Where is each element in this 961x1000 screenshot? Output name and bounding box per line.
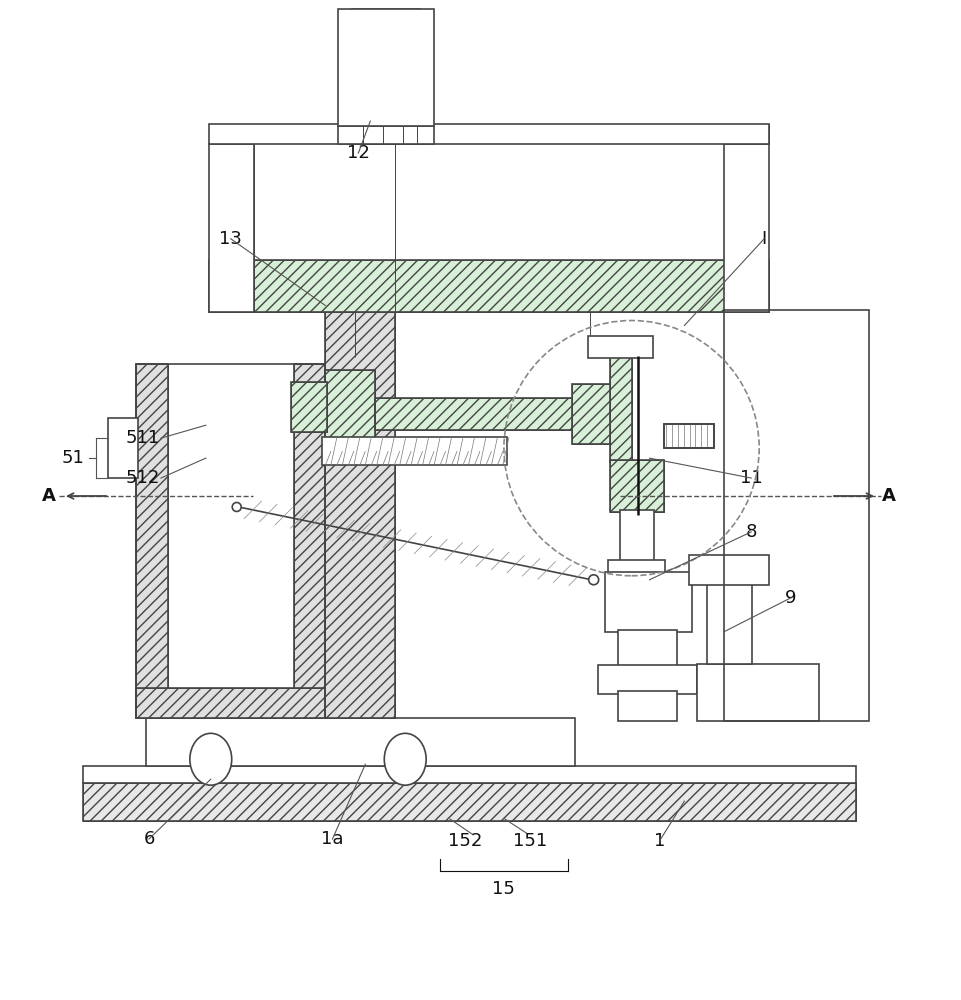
Bar [375,398,574,430]
Bar [83,783,855,821]
Text: 11: 11 [739,469,762,487]
Bar [597,665,697,694]
Bar [619,510,653,562]
Ellipse shape [588,575,598,585]
Ellipse shape [189,733,232,785]
Bar [293,364,325,718]
Text: 15: 15 [492,880,515,898]
Text: 1: 1 [653,832,664,850]
Bar [338,9,433,126]
Bar [587,336,652,358]
Bar [697,664,818,721]
Text: 511: 511 [126,429,160,447]
Bar [293,364,325,718]
Bar [664,424,714,448]
Bar [607,560,665,578]
Text: I: I [761,230,766,248]
Bar [724,310,868,721]
Bar [322,437,506,465]
Text: A: A [881,487,895,505]
Bar [290,382,327,432]
Bar [136,364,168,718]
Bar [706,582,752,664]
Bar [338,126,433,144]
Bar [209,124,769,144]
Bar [83,766,855,783]
Bar [136,364,168,718]
Bar [609,460,664,512]
Bar [617,630,677,668]
Bar [604,572,692,632]
Text: 151: 151 [512,832,547,850]
Ellipse shape [383,733,426,785]
Bar [617,691,677,721]
Bar [290,382,327,432]
Bar [609,352,631,462]
Text: 6: 6 [143,830,155,848]
Bar [136,688,325,718]
Bar [209,144,254,312]
Bar [83,783,855,821]
Bar [325,370,375,442]
Bar [352,9,420,144]
Text: 1a: 1a [321,830,343,848]
Text: 8: 8 [745,523,756,541]
Bar [609,352,631,462]
Ellipse shape [232,502,241,511]
Bar [689,555,769,585]
Bar [325,312,395,718]
Text: 51: 51 [62,449,85,467]
Bar [209,260,769,312]
Bar [325,370,375,442]
Bar [724,144,769,312]
Bar [664,424,714,448]
Bar [325,312,395,718]
Text: 152: 152 [448,832,481,850]
Bar [209,260,769,312]
Bar [108,418,137,478]
Text: 9: 9 [784,589,796,607]
Text: 13: 13 [219,230,242,248]
Bar [136,364,325,718]
Text: 12: 12 [347,144,369,162]
Bar [136,688,325,718]
Text: A: A [42,487,56,505]
Bar [375,398,574,430]
Bar [571,384,623,444]
Bar [571,384,623,444]
Text: 512: 512 [126,469,160,487]
Bar [146,718,574,766]
Bar [609,460,664,512]
